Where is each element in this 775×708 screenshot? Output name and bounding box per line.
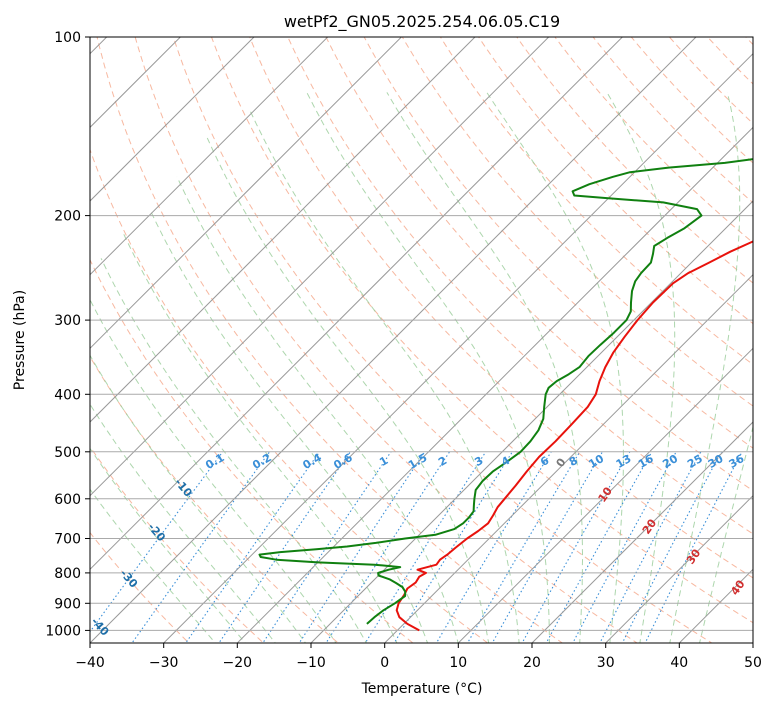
isotherm xyxy=(90,37,329,276)
isotherm xyxy=(90,37,550,497)
mixing-ratio-line xyxy=(218,451,351,643)
moist-adiabat xyxy=(100,258,367,643)
x-axis-title: Temperature (°C) xyxy=(361,681,483,697)
mixing-ratio-line xyxy=(131,451,271,643)
isobars xyxy=(90,37,753,631)
moist-adiabat xyxy=(90,488,216,643)
isotherm xyxy=(310,200,753,643)
dry-adiabat xyxy=(96,37,564,643)
mixing-ratio-line xyxy=(185,451,321,643)
isotherms xyxy=(90,37,753,643)
dry-adiabat xyxy=(592,37,753,204)
mixing-ratio-line xyxy=(521,451,631,643)
y-tick-label: 300 xyxy=(54,313,81,329)
dry-adiabat xyxy=(134,37,638,643)
moist-adiabat xyxy=(699,424,753,643)
y-tick-label: 600 xyxy=(54,492,81,508)
x-tick-label: 20 xyxy=(523,655,541,671)
mixing-ratio-line xyxy=(491,451,603,643)
mixing-ratio-line xyxy=(298,451,426,643)
dry-adiabat xyxy=(210,37,753,624)
dry-adiabat xyxy=(363,37,753,449)
x-tick-label: 50 xyxy=(744,655,762,671)
dry-adiabats xyxy=(90,37,753,643)
plot-area: -100-90-80-70-60-50-40-30-20-10010203040… xyxy=(90,37,753,643)
y-tick-label: 200 xyxy=(54,209,81,225)
temperature-line xyxy=(395,240,753,632)
x-tick-label: 40 xyxy=(670,655,688,671)
x-tick-label: −20 xyxy=(223,655,253,671)
dry-adiabat xyxy=(516,37,753,284)
x-tick-label: −30 xyxy=(149,655,179,671)
dry-adiabat xyxy=(172,37,713,643)
dewpoint-line xyxy=(258,158,753,625)
x-tick-label: −40 xyxy=(75,655,105,671)
series-lines xyxy=(258,158,753,632)
x-tick-label: −10 xyxy=(296,655,326,671)
moist-adiabat xyxy=(90,354,307,643)
x-tick-label: 10 xyxy=(449,655,467,671)
dry-adiabat xyxy=(325,37,753,492)
mixing-ratio-line xyxy=(644,451,743,643)
isotherm xyxy=(383,273,753,643)
moist-adiabats xyxy=(90,92,753,643)
isotherm xyxy=(90,37,255,202)
moist-adiabat xyxy=(386,92,583,643)
y-tick-label: 900 xyxy=(54,596,81,612)
x-tick-label: 30 xyxy=(597,655,615,671)
mixing-ratio-line xyxy=(545,451,653,643)
moist-adiabat xyxy=(306,92,550,643)
moist-adiabat xyxy=(90,298,337,643)
y-tick-label: 700 xyxy=(54,532,81,548)
dry-adiabat xyxy=(90,355,339,643)
x-tick-label: 0 xyxy=(380,655,389,671)
plot-frame xyxy=(89,36,754,644)
mixing-ratio-line xyxy=(325,451,451,643)
y-axis-title: Pressure (hPa) xyxy=(12,290,28,390)
moist-adiabat xyxy=(248,108,520,643)
dry-adiabat xyxy=(249,37,753,579)
isotherm xyxy=(90,37,476,423)
isotherm xyxy=(90,37,624,571)
dry-adiabat xyxy=(90,531,190,643)
moist-adiabat xyxy=(606,92,676,643)
y-axis: 100 200 300 400 500 600 700 800 900 1000 xyxy=(45,30,90,639)
y-tick-label: 800 xyxy=(54,566,81,582)
moist-adiabat xyxy=(176,176,459,643)
mixing-ratio-line xyxy=(435,451,552,643)
moist-adiabat xyxy=(90,447,246,643)
mixing-ratio-line xyxy=(262,451,392,643)
isotherm xyxy=(90,37,403,350)
y-tick-label: 100 xyxy=(54,30,81,46)
y-tick-label: 1000 xyxy=(45,623,81,639)
moist-adiabat xyxy=(121,230,398,643)
chart-title: wetPf2_GN05.2025.254.06.05.C19 xyxy=(284,12,560,32)
isotherm xyxy=(90,37,697,643)
y-tick-label: 400 xyxy=(54,387,81,403)
mixing-ratio-lines xyxy=(90,451,743,643)
dry-adiabat xyxy=(287,37,753,535)
isotherm xyxy=(604,494,753,643)
isotherm xyxy=(236,126,753,643)
mixing-ratio-line xyxy=(572,451,677,643)
isotherm xyxy=(162,52,753,643)
isotherm xyxy=(457,347,753,643)
mixing-ratio-line xyxy=(466,451,581,643)
dry-adiabat xyxy=(554,37,753,244)
isotherm xyxy=(531,421,753,643)
moist-adiabat xyxy=(206,137,490,643)
dry-adiabat xyxy=(401,37,753,407)
y-tick-label: 500 xyxy=(54,445,81,461)
moist-adiabat xyxy=(669,92,741,643)
x-axis: −40 −30 −20 −10 0 10 20 30 40 50 xyxy=(75,643,762,671)
